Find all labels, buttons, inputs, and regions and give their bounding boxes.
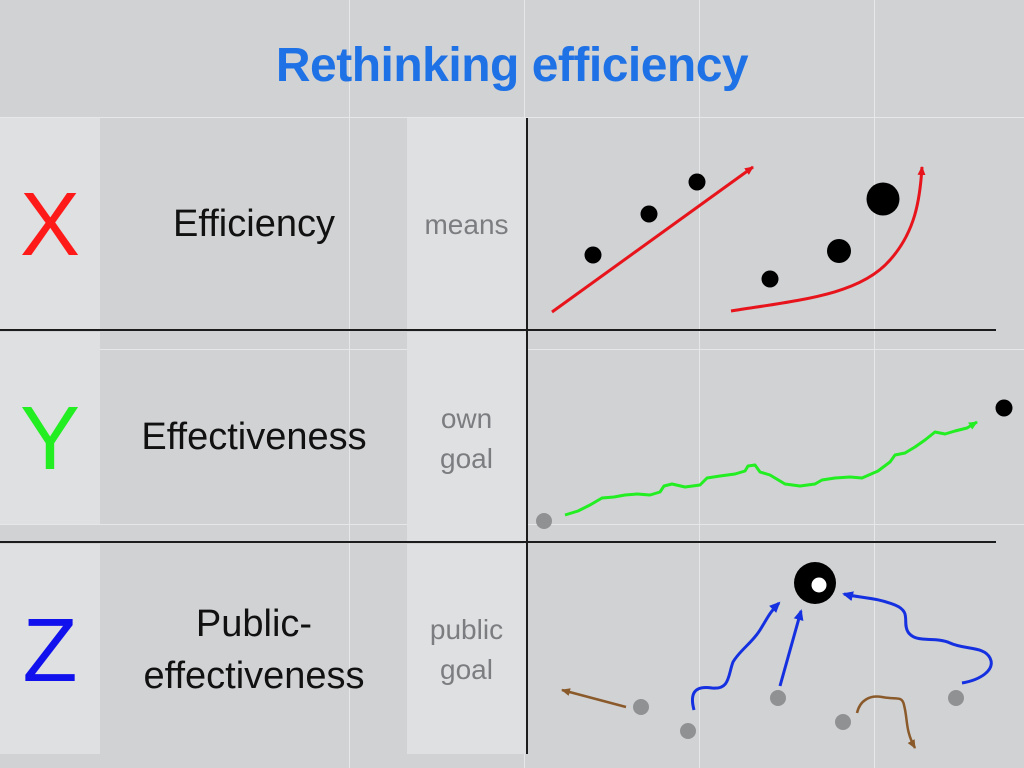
actor-dot xyxy=(680,723,696,739)
own-goal-path xyxy=(564,420,978,517)
letter-panel-x: X xyxy=(0,118,100,330)
actor-dot xyxy=(948,690,964,706)
sublabel-panel-x: means xyxy=(407,118,526,330)
means-dot xyxy=(761,270,779,288)
actor-dot xyxy=(770,690,786,706)
blue-path-right xyxy=(842,591,993,685)
grid-line xyxy=(0,117,1024,118)
row-letter-x: X xyxy=(19,175,81,275)
exponential-growth-arrow xyxy=(730,166,926,313)
linear-growth-arrow xyxy=(551,165,754,314)
sublabel-own-goal: own goal xyxy=(440,403,493,474)
grid-line xyxy=(699,0,700,768)
means-dot xyxy=(640,205,658,223)
means-dot xyxy=(688,173,706,191)
grid-line xyxy=(349,0,350,768)
blue-path-middle xyxy=(778,609,804,687)
sublabel-means: means xyxy=(424,209,509,240)
start-dot xyxy=(536,513,552,529)
blue-path-left xyxy=(690,601,781,711)
means-dot xyxy=(827,239,851,263)
brown-path-right xyxy=(855,695,917,749)
letter-panel-y: Y xyxy=(0,332,100,524)
row-letter-y: Y xyxy=(19,389,81,489)
row-letter-z: Z xyxy=(22,601,78,701)
slide-title: Rethinking efficiency xyxy=(275,39,749,92)
means-dot xyxy=(584,246,602,264)
concept-effectiveness: Effectiveness xyxy=(141,416,367,458)
goal-dot xyxy=(995,399,1013,417)
concept-public-effectiveness: Public- effectiveness xyxy=(143,603,365,697)
concept-efficiency: Efficiency xyxy=(173,203,335,245)
sublabel-public-goal: public goal xyxy=(429,614,504,685)
actor-dot xyxy=(633,699,649,715)
means-dot xyxy=(866,182,900,216)
actor-dot xyxy=(835,714,851,730)
sublabel-panel-y: own goal xyxy=(407,332,526,542)
row-divider-1 xyxy=(0,329,996,331)
public-goal-center xyxy=(811,577,827,593)
letter-panel-z: Z xyxy=(0,544,100,754)
brown-path-left xyxy=(561,688,627,709)
sublabel-panel-z: public goal xyxy=(407,544,526,754)
grid-line xyxy=(874,0,875,768)
row-divider-2 xyxy=(0,541,996,543)
column-divider xyxy=(526,118,528,754)
